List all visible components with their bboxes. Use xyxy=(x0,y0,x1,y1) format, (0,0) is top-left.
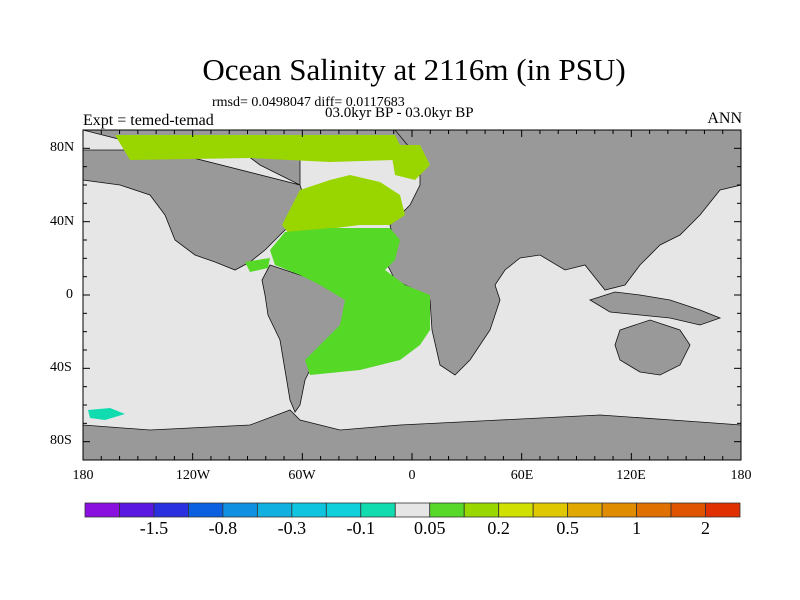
lon-tick-label: 120W xyxy=(175,468,211,483)
colorbar-label: 2 xyxy=(701,518,711,538)
colorbar-box xyxy=(670,502,706,518)
colorbar-label: 0.05 xyxy=(413,518,446,538)
colorbar-box xyxy=(498,502,534,518)
colorbar-box xyxy=(567,502,603,518)
experiment-label: Expt = temed-temad xyxy=(83,112,214,129)
lat-tick-label: 0 xyxy=(66,287,73,302)
colorbar-box xyxy=(705,502,741,518)
colorbar-box xyxy=(222,502,258,518)
lon-tick-label: 0 xyxy=(408,468,416,483)
colorbar-label: 0.2 xyxy=(487,518,510,538)
colorbar-box xyxy=(463,502,500,518)
maritime-continent xyxy=(589,291,722,326)
axis-ticks xyxy=(82,129,742,461)
colorbar-box xyxy=(601,502,637,518)
colorbar-box xyxy=(636,502,672,518)
colorbar-box xyxy=(429,502,465,518)
land xyxy=(82,129,742,461)
colorbar-box xyxy=(360,502,396,518)
lon-tick-label: 180 xyxy=(72,468,94,483)
colorbar-box xyxy=(325,502,362,518)
australia xyxy=(614,319,691,376)
colorbar-box xyxy=(84,502,120,518)
colorbar-box xyxy=(188,502,224,518)
colorbar-box xyxy=(532,502,569,518)
colorbar-label: -0.8 xyxy=(208,518,238,538)
stats-label: rmsd= 0.0498047 diff= 0.0117683 xyxy=(212,95,405,110)
lat-tick-label: 80N xyxy=(50,140,75,155)
lon-tick-label: 60E xyxy=(510,468,534,483)
colorbar-label: -0.1 xyxy=(346,518,376,538)
lon-tick-label: 120E xyxy=(616,468,646,483)
lon-tick-label: 180 xyxy=(730,468,752,483)
period-label: 03.0kyr BP - 03.0kyr BP xyxy=(325,105,474,121)
lat-tick-label: 40S xyxy=(50,360,72,375)
colorbar-box xyxy=(153,502,189,518)
season-label: ANN xyxy=(707,110,742,127)
colorbar xyxy=(84,502,741,518)
lon-tick-label: 60W xyxy=(288,468,316,483)
plot-title: Ocean Salinity at 2116m (in PSU) xyxy=(202,52,626,87)
colorbar-box xyxy=(119,502,155,518)
colorbar-label: -0.3 xyxy=(277,518,307,538)
colorbar-label: 1 xyxy=(632,518,642,538)
colorbar-label: 0.5 xyxy=(556,518,579,538)
colorbar-box xyxy=(256,502,293,518)
colorbar-box xyxy=(394,502,431,518)
salinity-anomaly xyxy=(88,135,430,420)
lat-tick-label: 40N xyxy=(50,214,75,229)
colorbar-label: -1.5 xyxy=(139,518,169,538)
lat-tick-label: 80S xyxy=(50,433,72,448)
colorbar-box xyxy=(291,502,327,518)
